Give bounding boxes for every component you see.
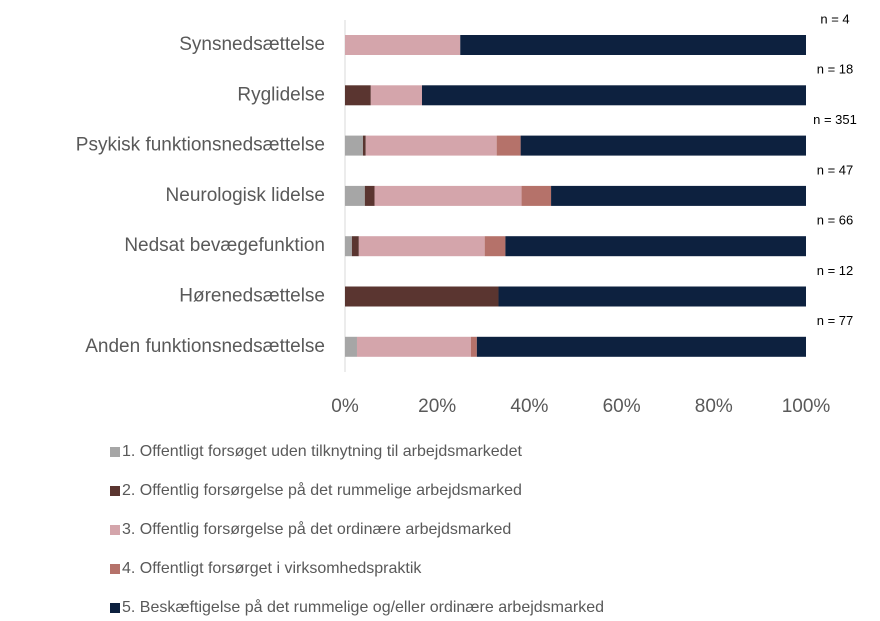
x-tick-label: 0% xyxy=(331,396,359,417)
bar-segment xyxy=(374,185,522,206)
bar-segment xyxy=(356,336,471,357)
y-tick-label: Neurologisk lidelse xyxy=(166,185,325,206)
bar-segment xyxy=(370,85,422,106)
legend-swatch xyxy=(110,486,120,496)
bar-segment xyxy=(365,135,497,156)
annotation: n = 18 xyxy=(817,62,854,77)
bar-segment xyxy=(345,336,357,357)
legend-swatch xyxy=(110,525,120,535)
y-tick-label: Hørenedsættelse xyxy=(179,286,325,307)
bar-segment xyxy=(345,35,461,55)
bar-segment xyxy=(496,135,521,156)
annotation: n = 77 xyxy=(817,313,854,328)
bar-segment xyxy=(505,236,806,257)
y-tick-label: Psykisk funktionsnedsættelse xyxy=(76,135,325,156)
bar-segment xyxy=(521,185,552,206)
annotation: n = 66 xyxy=(817,213,854,228)
legend-swatch xyxy=(110,603,120,613)
bar-segment xyxy=(345,85,371,106)
x-tick-label: 20% xyxy=(418,396,456,417)
bar-segment xyxy=(470,336,477,357)
bar-segment xyxy=(345,135,363,156)
legend-swatch xyxy=(110,447,120,457)
bar-segment xyxy=(421,85,806,106)
x-tick-label: 100% xyxy=(782,396,831,417)
bar-segment xyxy=(484,236,506,257)
legend-swatch xyxy=(110,564,120,574)
bar-segment xyxy=(345,286,499,307)
legend-label: 2. Offentlig forsørgelse på det rummelig… xyxy=(122,481,522,499)
annotation: n = 12 xyxy=(817,263,854,278)
bar-segment xyxy=(498,286,806,307)
annotation: n = 47 xyxy=(817,162,854,177)
y-tick-label: Anden funktionsnedsættelse xyxy=(85,336,325,357)
y-tick-label: Ryglidelse xyxy=(237,84,325,105)
bar-segment xyxy=(551,185,806,206)
bar-segment xyxy=(351,236,359,257)
annotation: n = 4 xyxy=(820,11,849,26)
y-tick-label: Synsnedsættelse xyxy=(179,34,325,55)
x-tick-label: 80% xyxy=(695,396,733,417)
bar-segment xyxy=(362,135,366,156)
legend-label: 1. Offentligt forsøget uden tilknytning … xyxy=(122,443,522,460)
bar-segment xyxy=(358,236,485,257)
legend-label: 3. Offentlig forsørgelse på det ordinære… xyxy=(122,520,511,538)
bar-segment xyxy=(345,236,352,257)
annotation: n = 351 xyxy=(813,112,857,127)
legend-label: 5. Beskæftigelse på det rummelige og/ell… xyxy=(122,598,604,616)
x-tick-label: 60% xyxy=(603,396,641,417)
legend-label: 4. Offentligt forsørget i virksomhedspra… xyxy=(122,560,422,577)
bar-segment xyxy=(345,185,365,206)
bar-segment xyxy=(520,135,806,156)
y-tick-label: Nedsat bevægefunktion xyxy=(124,235,325,256)
bar-segment xyxy=(364,185,375,206)
bar-segment xyxy=(476,336,806,357)
bar-segment xyxy=(460,35,806,55)
x-tick-label: 40% xyxy=(510,396,548,417)
